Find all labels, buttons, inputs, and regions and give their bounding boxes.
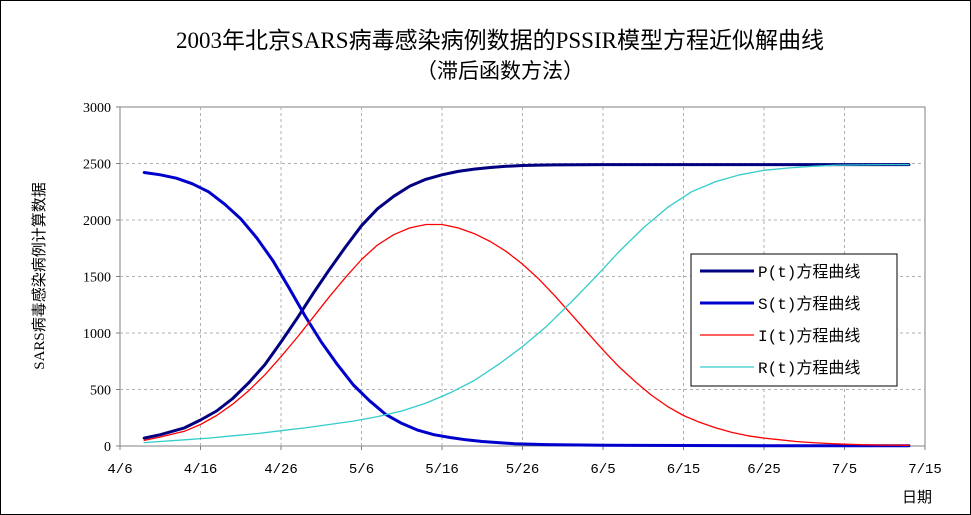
legend-label-3: I(t)方程曲线 xyxy=(758,327,860,346)
x-tick-label: 4/6 xyxy=(107,462,132,478)
y-tick-label: 3000 xyxy=(83,101,111,116)
x-axis-label: 日期 xyxy=(902,489,932,507)
y-tick-label: 1500 xyxy=(83,271,111,286)
series-line-4 xyxy=(143,163,910,444)
y-tick-label: 500 xyxy=(90,384,111,399)
tick-labels: 0 500 1000 1500 2000 2500 3000 4/6 4/16 4/26 5/6 5/… xyxy=(83,101,942,478)
y-tick-label: 2000 xyxy=(83,214,111,229)
x-tick-label: 5/26 xyxy=(506,462,540,478)
legend-label-4: R(t)方程曲线 xyxy=(758,359,860,378)
x-tick-label: 7/5 xyxy=(832,462,857,478)
x-tick-label: 4/16 xyxy=(184,462,218,478)
x-tick-label: 6/25 xyxy=(747,462,781,478)
chart-title-line1: 2003年北京SARS病毒感染病例数据的PSSIR模型方程近似解曲线 xyxy=(176,28,824,53)
legend-label-1: P(t)方程曲线 xyxy=(758,263,860,282)
series-line-2 xyxy=(142,171,911,448)
x-tick-label: 5/16 xyxy=(425,462,459,478)
x-tick-label: 7/15 xyxy=(908,462,942,478)
chart-title-line2: （滞后函数方法） xyxy=(416,59,584,83)
y-tick-label: 1000 xyxy=(83,327,111,342)
y-tick-label: 0 xyxy=(104,440,111,455)
x-tick-label: 6/15 xyxy=(667,462,701,478)
x-tick-label: 4/26 xyxy=(264,462,298,478)
legend-box xyxy=(690,253,898,387)
legend-label-2: S(t)方程曲线 xyxy=(758,295,860,314)
series-line-3 xyxy=(143,223,910,446)
x-tick-label: 5/6 xyxy=(349,462,374,478)
series-line-1 xyxy=(142,163,911,440)
legend: P(t)方程曲线 S(t)方程曲线 I(t)方程曲线 R(t)方程曲线 xyxy=(690,253,898,387)
x-tick-label: 6/5 xyxy=(590,462,615,478)
y-axis-label: SARS病毒感染病例计算数据 xyxy=(30,182,48,370)
series-layer xyxy=(142,163,911,448)
y-tick-label: 2500 xyxy=(83,158,111,173)
